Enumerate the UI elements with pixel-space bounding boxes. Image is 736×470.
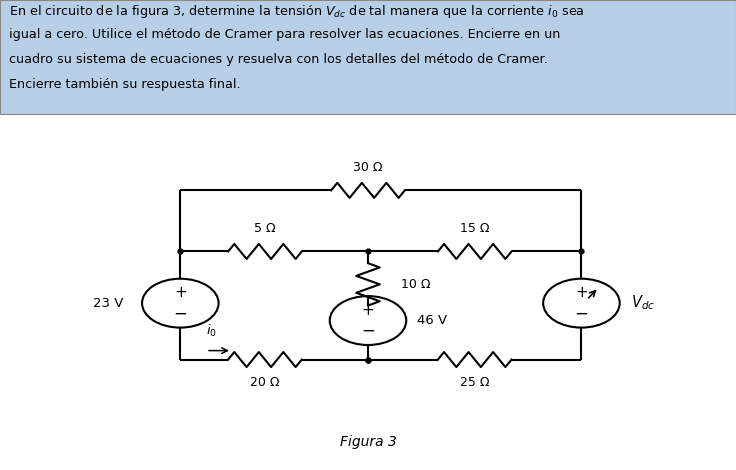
Text: $i_0$: $i_0$ (206, 323, 217, 339)
Text: En el circuito de la figura 3, determine la tensión $V_{dc}$ de tal manera que l: En el circuito de la figura 3, determine… (9, 3, 584, 20)
Text: Figura 3: Figura 3 (339, 435, 397, 449)
Text: 10 Ω: 10 Ω (401, 278, 431, 291)
Text: +: + (361, 303, 375, 318)
Text: cuadro su sistema de ecuaciones y resuelva con los detalles del método de Cramer: cuadro su sistema de ecuaciones y resuel… (9, 53, 548, 66)
Text: igual a cero. Utilice el método de Cramer para resolver las ecuaciones. Encierre: igual a cero. Utilice el método de Crame… (9, 28, 560, 41)
Text: 30 Ω: 30 Ω (353, 161, 383, 174)
Text: 25 Ω: 25 Ω (460, 376, 489, 389)
Text: −: − (361, 322, 375, 340)
Text: −: − (575, 305, 588, 322)
Text: Encierre también su respuesta final.: Encierre también su respuesta final. (9, 78, 241, 91)
Text: 20 Ω: 20 Ω (250, 376, 280, 389)
Text: 23 V: 23 V (93, 297, 124, 310)
Text: +: + (575, 285, 588, 300)
Text: $V_{dc}$: $V_{dc}$ (631, 294, 655, 313)
Text: 15 Ω: 15 Ω (460, 222, 489, 235)
Text: +: + (174, 285, 187, 300)
Text: 46 V: 46 V (417, 314, 447, 327)
Text: 5 Ω: 5 Ω (254, 222, 276, 235)
Text: −: − (174, 305, 187, 322)
FancyBboxPatch shape (0, 0, 736, 114)
